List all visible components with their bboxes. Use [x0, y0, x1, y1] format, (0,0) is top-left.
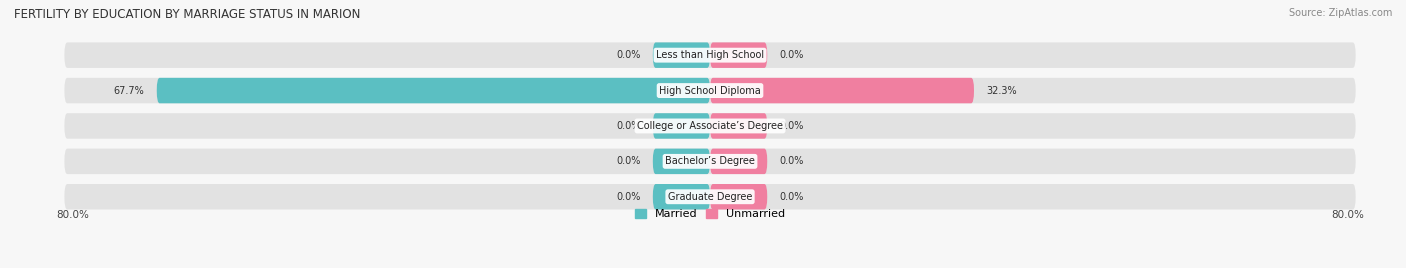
- Text: 0.0%: 0.0%: [779, 192, 804, 202]
- Text: 0.0%: 0.0%: [616, 192, 641, 202]
- Text: 0.0%: 0.0%: [779, 156, 804, 166]
- FancyBboxPatch shape: [65, 149, 1355, 174]
- Text: Source: ZipAtlas.com: Source: ZipAtlas.com: [1288, 8, 1392, 18]
- FancyBboxPatch shape: [65, 78, 1355, 103]
- Text: 32.3%: 32.3%: [986, 85, 1017, 96]
- FancyBboxPatch shape: [65, 184, 1355, 210]
- Text: 80.0%: 80.0%: [56, 210, 89, 220]
- Text: 0.0%: 0.0%: [779, 50, 804, 60]
- FancyBboxPatch shape: [65, 42, 1355, 68]
- Text: Less than High School: Less than High School: [657, 50, 763, 60]
- Text: FERTILITY BY EDUCATION BY MARRIAGE STATUS IN MARION: FERTILITY BY EDUCATION BY MARRIAGE STATU…: [14, 8, 360, 21]
- FancyBboxPatch shape: [65, 113, 1355, 139]
- Text: 0.0%: 0.0%: [779, 121, 804, 131]
- FancyBboxPatch shape: [710, 113, 768, 139]
- Text: College or Associate’s Degree: College or Associate’s Degree: [637, 121, 783, 131]
- FancyBboxPatch shape: [652, 42, 710, 68]
- Text: 0.0%: 0.0%: [616, 50, 641, 60]
- Text: 0.0%: 0.0%: [616, 156, 641, 166]
- FancyBboxPatch shape: [652, 184, 710, 210]
- FancyBboxPatch shape: [710, 42, 768, 68]
- FancyBboxPatch shape: [710, 78, 974, 103]
- Text: Bachelor’s Degree: Bachelor’s Degree: [665, 156, 755, 166]
- Text: 67.7%: 67.7%: [114, 85, 145, 96]
- Legend: Married, Unmarried: Married, Unmarried: [630, 204, 790, 224]
- Text: Graduate Degree: Graduate Degree: [668, 192, 752, 202]
- FancyBboxPatch shape: [652, 149, 710, 174]
- FancyBboxPatch shape: [156, 78, 710, 103]
- FancyBboxPatch shape: [652, 113, 710, 139]
- Text: 80.0%: 80.0%: [1331, 210, 1364, 220]
- Text: High School Diploma: High School Diploma: [659, 85, 761, 96]
- FancyBboxPatch shape: [710, 149, 768, 174]
- Text: 0.0%: 0.0%: [616, 121, 641, 131]
- FancyBboxPatch shape: [710, 184, 768, 210]
